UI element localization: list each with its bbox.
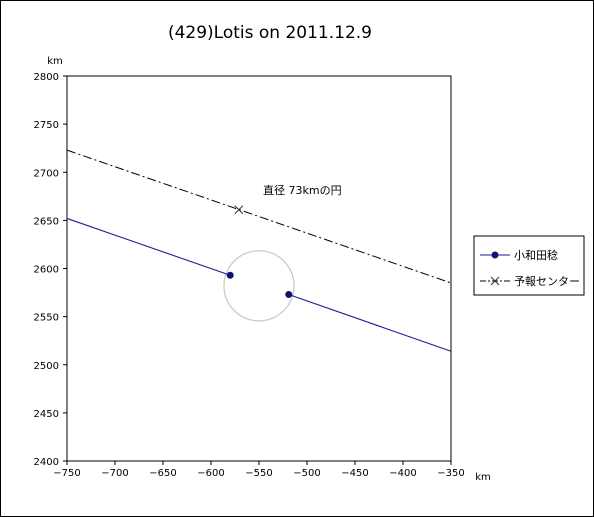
legend-label-forecast: 予報センター (514, 275, 580, 288)
x-tick-label: −500 (293, 468, 320, 479)
observer-point (285, 290, 293, 298)
y-tick-label: 2750 (34, 120, 59, 131)
chart-title: (429)Lotis on 2011.12.9 (168, 23, 372, 43)
y-tick-label: 2800 (34, 72, 59, 83)
plot-area (66, 75, 452, 462)
legend-box (473, 235, 585, 296)
x-tick-label: −550 (245, 468, 272, 479)
y-tick-label: 2600 (34, 265, 59, 276)
x-tick-label: −700 (101, 468, 128, 479)
x-tick-label: −600 (197, 468, 224, 479)
x-tick-label: −750 (53, 468, 80, 479)
legend-dot-icon (491, 251, 499, 259)
legend-entry-observer: 小和田稔 (480, 248, 558, 262)
observer-point (226, 271, 234, 279)
x-tick-labels: −750 −700 −650 −600 −550 −500 −450 −400 −350 (53, 468, 464, 479)
y-tick-label: 2700 (34, 168, 59, 179)
observer-chord-left (66, 217, 231, 276)
x-tick-label: −450 (341, 468, 368, 479)
y-tick-label: 2550 (34, 313, 59, 324)
x-tick-label: −650 (149, 468, 176, 479)
y-tick-label: 2400 (34, 457, 59, 468)
observer-chord-right (288, 293, 452, 352)
legend-label-observer: 小和田稔 (514, 248, 558, 262)
tick-marks (63, 75, 452, 465)
y-tick-label: 2450 (34, 409, 59, 420)
x-axis-unit: km (475, 472, 491, 483)
x-tick-label: −350 (437, 468, 464, 479)
y-tick-labels: 2400 2450 2500 2550 2600 2650 2700 2750 2800 (34, 72, 59, 468)
circle-annotation: 直径 73kmの円 (263, 183, 342, 197)
legend-entry-forecast: 予報センター (480, 275, 580, 288)
diameter-circle (223, 250, 295, 322)
y-tick-label: 2650 (34, 216, 59, 227)
y-axis-unit: km (47, 56, 63, 67)
x-tick-label: −400 (389, 468, 416, 479)
forecast-point (234, 205, 244, 215)
y-tick-label: 2500 (34, 361, 59, 372)
series-layer (66, 149, 452, 352)
